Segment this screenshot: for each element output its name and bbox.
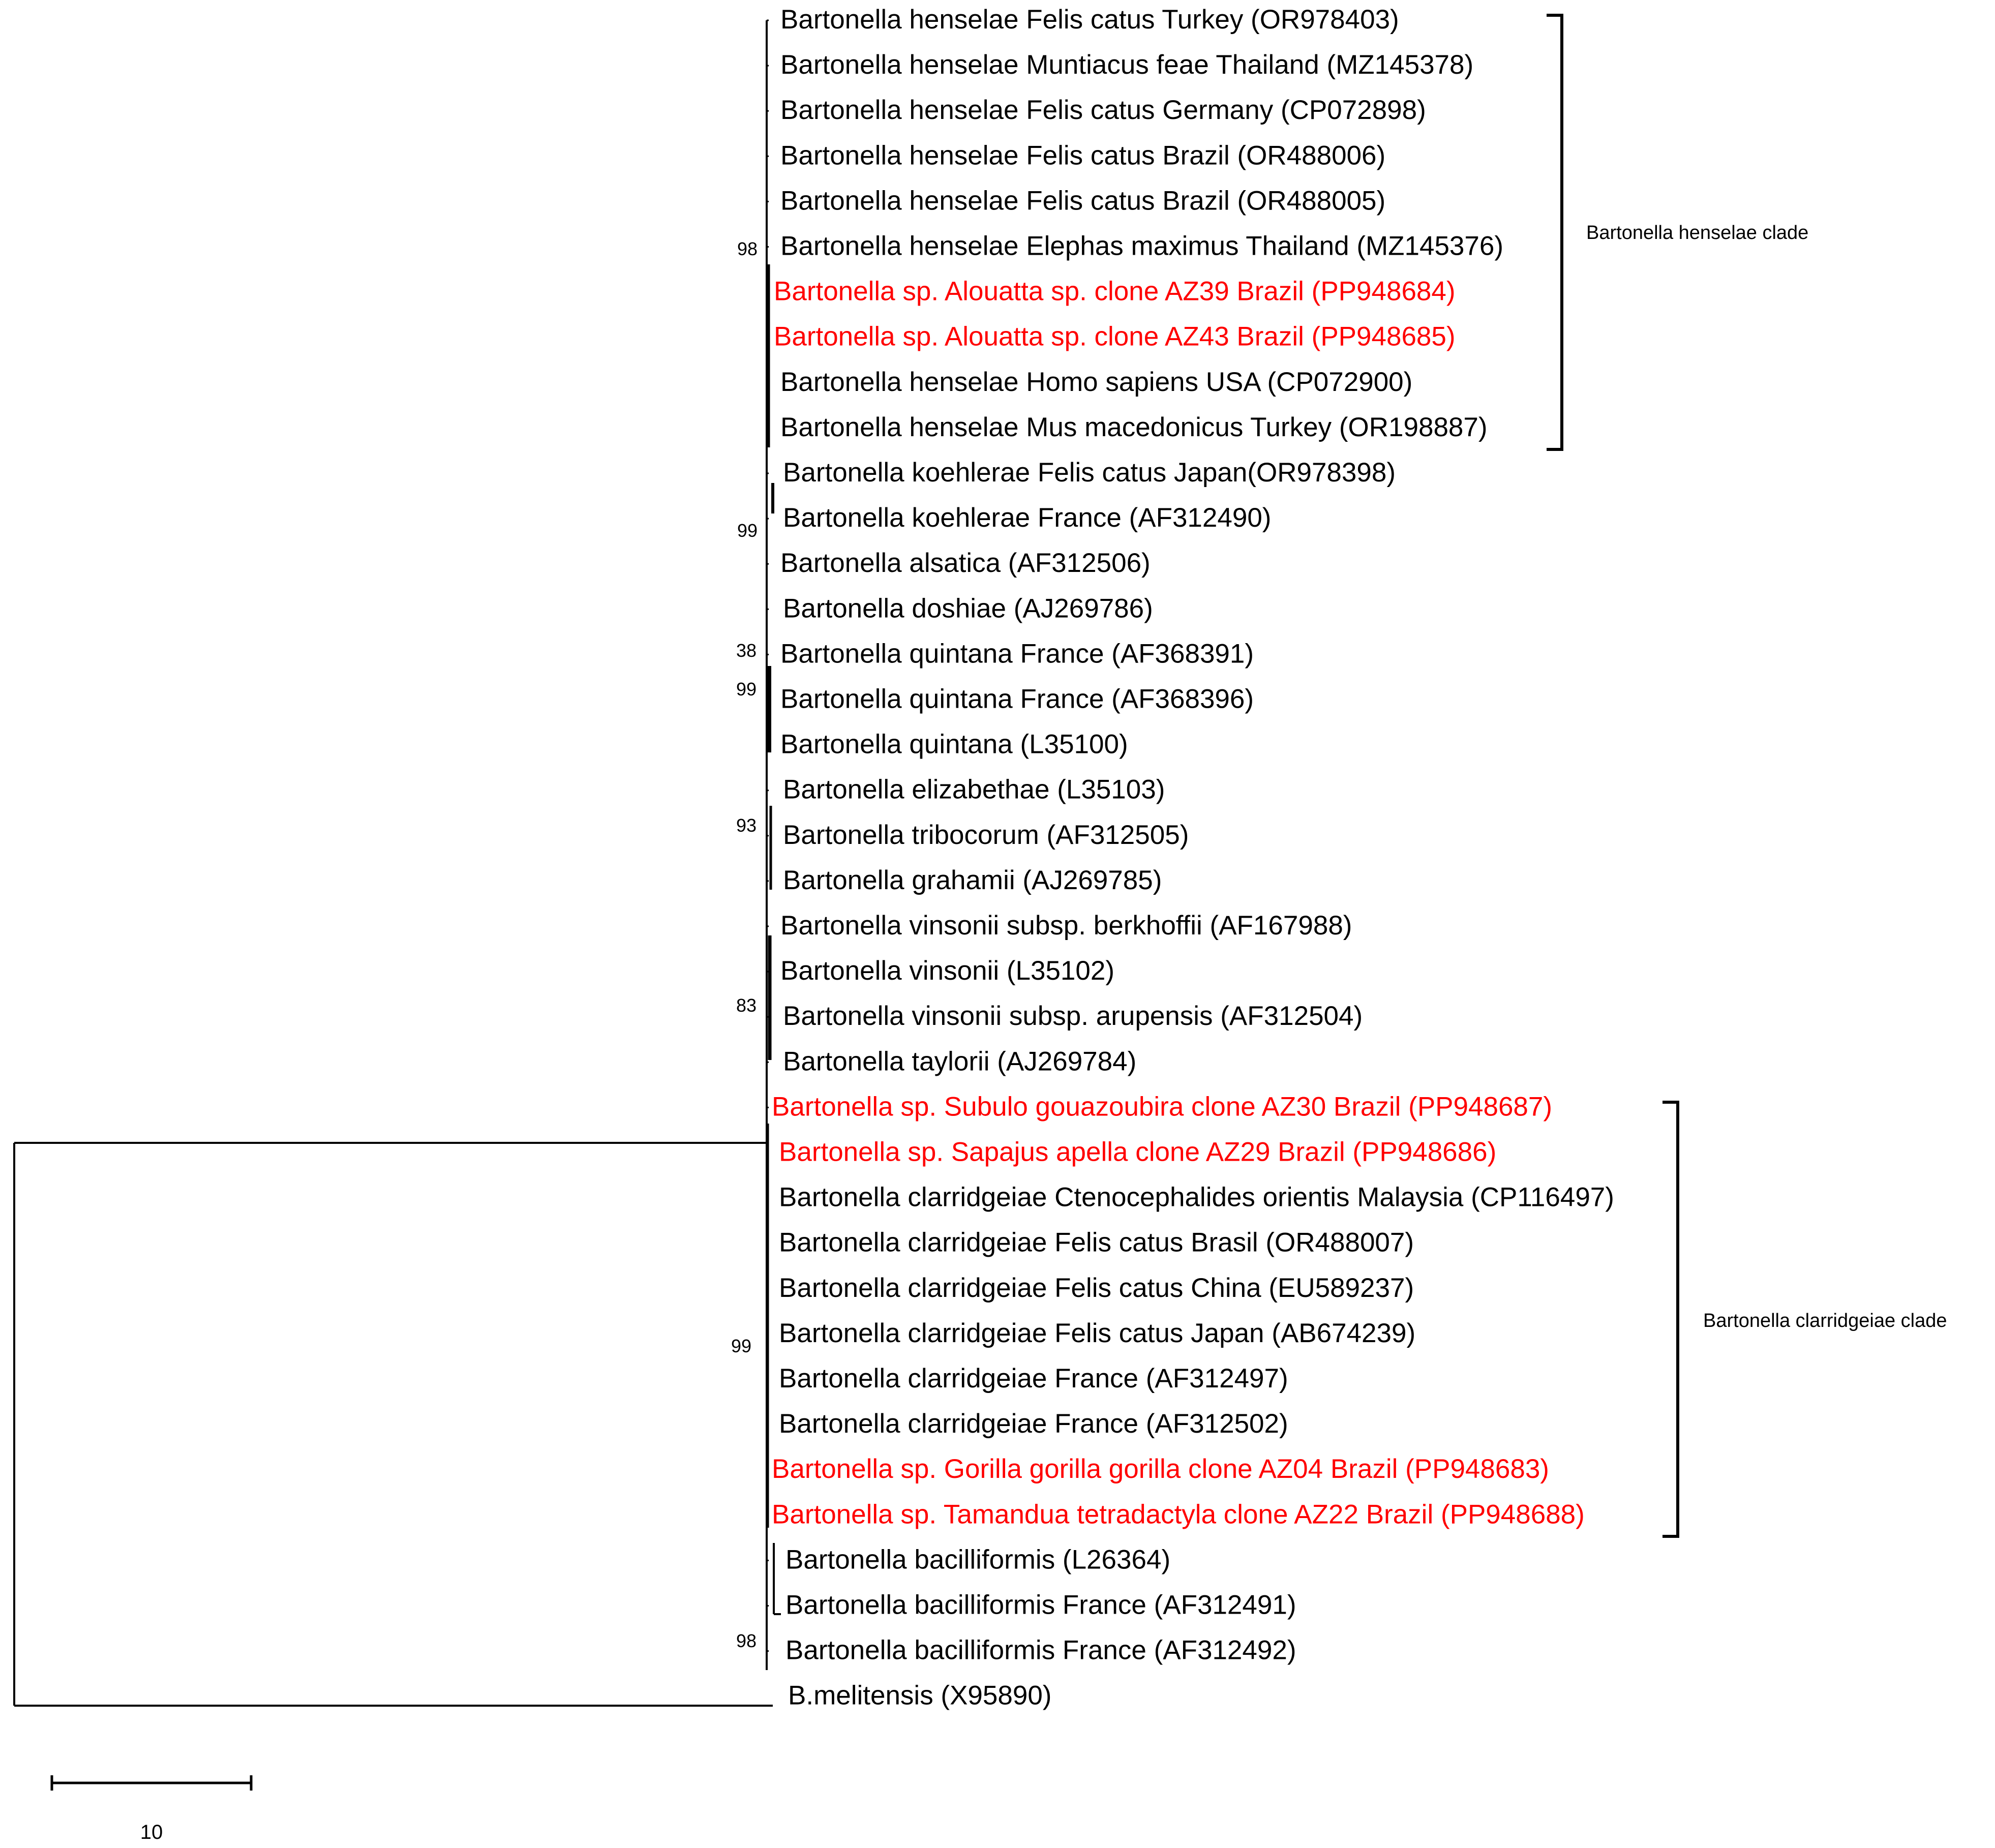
taxon-label: Bartonella henselae Elephas maximus Thai… xyxy=(780,231,1503,261)
clade-label: Bartonella clarridgeiae clade xyxy=(1703,1310,1947,1331)
taxon-label: Bartonella sp. Gorilla gorilla gorilla c… xyxy=(772,1454,1549,1484)
taxon-label: Bartonella vinsonii (L35102) xyxy=(780,956,1114,986)
taxon-label: Bartonella bacilliformis (L26364) xyxy=(785,1544,1170,1574)
taxon-label: Bartonella quintana France (AF368391) xyxy=(780,639,1254,669)
taxon-label: Bartonella clarridgeiae France (AF312502… xyxy=(779,1409,1288,1439)
bootstrap-value: 83 xyxy=(736,995,757,1016)
taxon-label: Bartonella doshiae (AJ269786) xyxy=(783,593,1153,623)
taxon-label: Bartonella clarridgeiae Felis catus Bras… xyxy=(779,1228,1414,1258)
taxon-label: Bartonella henselae Felis catus Turkey (… xyxy=(780,5,1399,35)
taxon-label: Bartonella bacilliformis France (AF31249… xyxy=(785,1635,1296,1665)
taxon-label: Bartonella quintana (L35100) xyxy=(780,730,1128,760)
bootstrap-value: 93 xyxy=(736,815,757,836)
taxon-label: Bartonella clarridgeiae Felis catus Japa… xyxy=(779,1318,1415,1348)
bootstrap-value: 99 xyxy=(736,679,757,700)
taxon-label: Bartonella alsatica (AF312506) xyxy=(780,548,1151,578)
tree-branches xyxy=(13,19,781,1707)
taxon-label: Bartonella sp. Sapajus apella clone AZ29… xyxy=(779,1137,1496,1167)
taxon-label: Bartonella henselae Homo sapiens USA (CP… xyxy=(780,367,1412,397)
taxon-label: Bartonella henselae Muntiacus feae Thail… xyxy=(780,50,1473,80)
bootstrap-values: 98 99 38 99 93 83 99 98 xyxy=(731,238,758,1651)
taxon-label: Bartonella clarridgeiae Felis catus Chin… xyxy=(779,1273,1414,1303)
taxon-label: Bartonella taylorii (AJ269784) xyxy=(783,1046,1136,1076)
taxon-label: Bartonella sp. Subulo gouazoubira clone … xyxy=(772,1092,1552,1122)
taxon-label: Bartonella elizabethae (L35103) xyxy=(783,775,1165,805)
clade-bracket xyxy=(1662,1101,1679,1538)
taxon-label: Bartonella sp. Tamandua tetradactyla clo… xyxy=(772,1499,1585,1529)
scale-bar: 10 xyxy=(50,1775,253,1843)
taxon-label: Bartonella sp. Alouatta sp. clone AZ43 B… xyxy=(774,322,1456,352)
taxon-label: Bartonella bacilliformis France (AF31249… xyxy=(785,1590,1296,1620)
taxon-label: Bartonella henselae Felis catus Germany … xyxy=(780,95,1426,125)
taxon-label: Bartonella quintana France (AF368396) xyxy=(780,684,1254,714)
scale-bar-label: 10 xyxy=(140,1821,163,1843)
clade-brackets: Bartonella henselae clade Bartonella clar… xyxy=(1547,14,1947,1538)
bootstrap-value: 98 xyxy=(736,1630,757,1651)
bootstrap-value: 98 xyxy=(737,238,758,259)
taxon-label: Bartonella henselae Felis catus Brazil (… xyxy=(780,186,1385,216)
clade-label: Bartonella henselae clade xyxy=(1586,222,1808,244)
bootstrap-value: 99 xyxy=(737,520,758,541)
taxon-label: Bartonella koehlerae France (AF312490) xyxy=(783,503,1271,533)
taxon-label: Bartonella sp. Alouatta sp. clone AZ39 B… xyxy=(774,277,1456,307)
taxon-label: B.melitensis (X95890) xyxy=(788,1681,1051,1711)
bootstrap-value: 99 xyxy=(731,1336,751,1356)
taxon-label: Bartonella grahamii (AJ269785) xyxy=(783,865,1162,895)
taxon-label: Bartonella vinsonii subsp. berkhoffii (A… xyxy=(780,911,1352,941)
taxon-labels: Bartonella henselae Felis catus Turkey (… xyxy=(772,5,1614,1711)
taxon-label: Bartonella vinsonii subsp. arupensis (AF… xyxy=(783,1001,1363,1031)
taxon-label: Bartonella henselae Mus macedonicus Turk… xyxy=(780,412,1488,442)
clade-bracket xyxy=(1547,14,1563,451)
taxon-label: Bartonella henselae Felis catus Brazil (… xyxy=(780,140,1385,170)
taxon-label: Bartonella clarridgeiae France (AF312497… xyxy=(779,1364,1288,1393)
taxon-label: Bartonella koehlerae Felis catus Japan(O… xyxy=(783,458,1396,488)
taxon-label: Bartonella clarridgeiae Ctenocephalides … xyxy=(779,1183,1614,1213)
bootstrap-value: 38 xyxy=(736,640,757,661)
taxon-label: Bartonella tribocorum (AF312505) xyxy=(783,820,1189,850)
